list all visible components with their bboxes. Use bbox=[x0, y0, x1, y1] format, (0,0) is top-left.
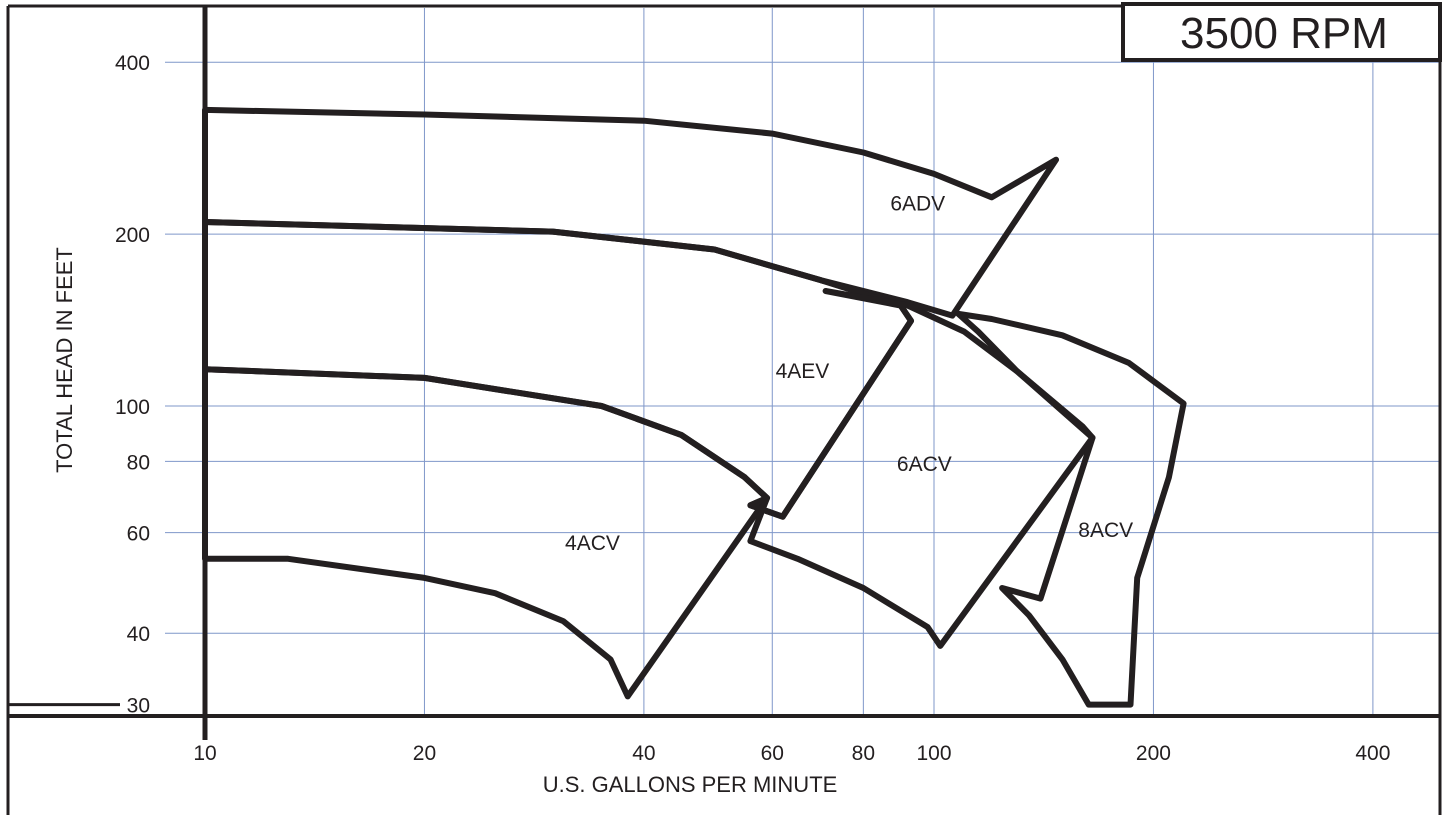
region-6acv bbox=[747, 288, 1096, 649]
y-tick-label: 40 bbox=[127, 623, 150, 646]
y-tick-label: 200 bbox=[115, 224, 150, 247]
pump-regions bbox=[202, 106, 1187, 708]
curve-labels: 6ADV 4AEV 4ACV 6ACV 8ACV bbox=[565, 192, 1133, 554]
rpm-box-frame bbox=[1121, 2, 1442, 62]
region-8acv bbox=[955, 310, 1187, 708]
curve-label-6adv: 6ADV bbox=[890, 192, 945, 215]
curve-label-4acv: 4ACV bbox=[565, 532, 620, 555]
region-4acv bbox=[202, 366, 770, 700]
x-tick-label: 80 bbox=[852, 742, 875, 765]
tick-labels: 10 20 40 60 80 100 200 400 30 40 60 80 100 200 400 bbox=[115, 52, 1390, 765]
grid-layer bbox=[8, 8, 1440, 716]
x-tick-label: 400 bbox=[1355, 742, 1390, 765]
y-tick-label: 400 bbox=[115, 52, 150, 75]
x-tick-label: 60 bbox=[761, 742, 784, 765]
x-tick-label: 100 bbox=[916, 742, 951, 765]
rpm-title: 3500 RPM bbox=[1180, 9, 1388, 58]
y-axis-title: TOTAL HEAD IN FEET bbox=[52, 247, 77, 473]
y-tick-label: 100 bbox=[115, 396, 150, 419]
curve-label-4aev: 4AEV bbox=[776, 360, 830, 383]
x-tick-label: 10 bbox=[193, 742, 216, 765]
curve-label-6acv: 6ACV bbox=[897, 453, 952, 476]
curve-label-8acv: 8ACV bbox=[1078, 519, 1133, 542]
x-tick-label: 20 bbox=[413, 742, 436, 765]
y-tick-label: 80 bbox=[127, 451, 150, 474]
x-tick-label: 200 bbox=[1136, 742, 1171, 765]
x-axis-title: U.S. GALLONS PER MINUTE bbox=[543, 772, 838, 797]
rpm-box: 3500 RPM bbox=[1121, 2, 1442, 62]
x-tick-label: 40 bbox=[632, 742, 655, 765]
y-tick-label: 60 bbox=[127, 523, 150, 546]
y-tick-label: 30 bbox=[127, 695, 150, 718]
